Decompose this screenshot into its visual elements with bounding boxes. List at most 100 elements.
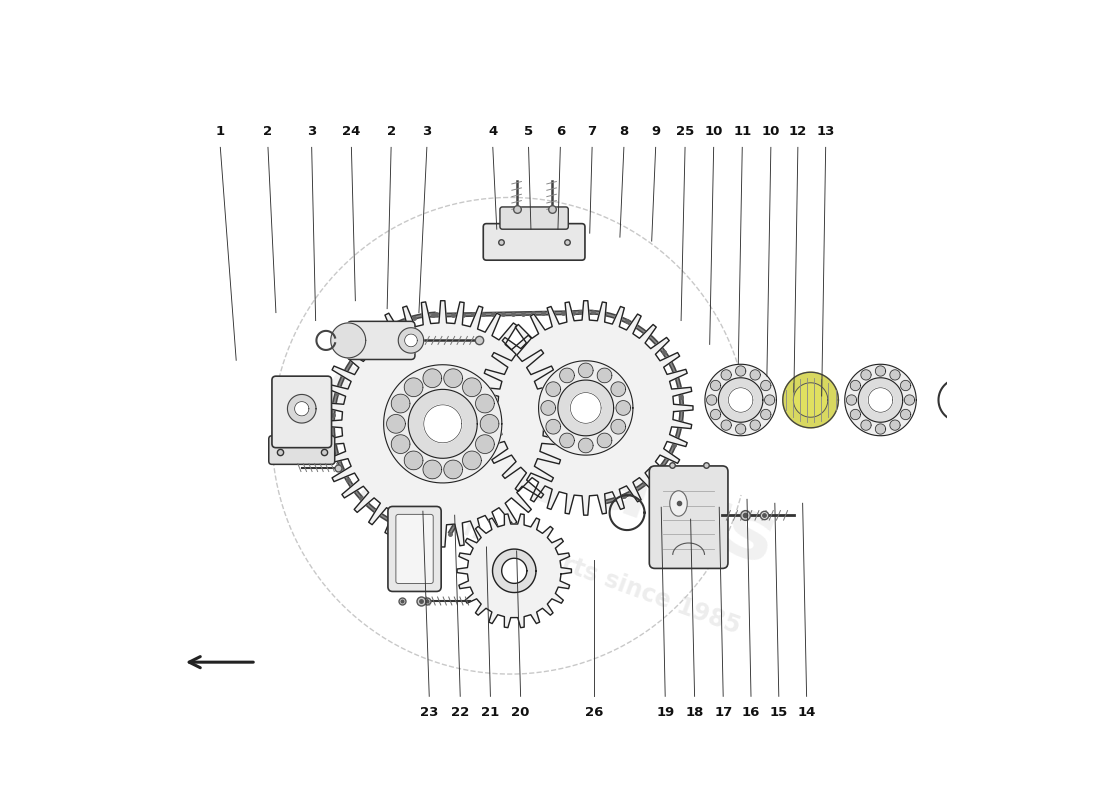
Text: 9: 9 <box>651 125 660 138</box>
Polygon shape <box>424 405 462 442</box>
Text: 23: 23 <box>420 706 439 719</box>
Polygon shape <box>728 388 752 412</box>
Polygon shape <box>850 380 860 390</box>
Polygon shape <box>736 424 746 434</box>
Polygon shape <box>597 368 612 382</box>
Polygon shape <box>616 401 630 415</box>
Polygon shape <box>610 419 626 434</box>
Polygon shape <box>443 369 462 387</box>
Polygon shape <box>539 361 632 455</box>
Polygon shape <box>560 433 574 448</box>
Polygon shape <box>579 363 593 378</box>
Text: 17: 17 <box>714 706 733 719</box>
Text: eurOparts: eurOparts <box>314 344 786 583</box>
FancyBboxPatch shape <box>348 322 415 359</box>
Polygon shape <box>597 433 612 448</box>
Text: 15: 15 <box>770 706 788 719</box>
Text: 3: 3 <box>422 125 431 138</box>
Text: 4: 4 <box>488 125 497 138</box>
Polygon shape <box>558 380 614 436</box>
FancyBboxPatch shape <box>499 207 569 229</box>
Polygon shape <box>287 394 316 423</box>
Polygon shape <box>901 410 911 420</box>
Polygon shape <box>478 301 693 515</box>
Text: 25: 25 <box>675 125 694 138</box>
Polygon shape <box>760 380 771 390</box>
Polygon shape <box>392 434 410 454</box>
Polygon shape <box>876 424 886 434</box>
Text: 8: 8 <box>619 125 628 138</box>
Text: 22: 22 <box>451 706 470 719</box>
Polygon shape <box>331 323 365 358</box>
Text: 12: 12 <box>789 125 807 138</box>
Text: 5: 5 <box>524 125 534 138</box>
Polygon shape <box>610 382 626 397</box>
Polygon shape <box>481 414 499 433</box>
Text: 1: 1 <box>216 125 224 138</box>
Polygon shape <box>711 410 720 420</box>
Polygon shape <box>845 364 916 436</box>
FancyBboxPatch shape <box>649 466 728 569</box>
FancyBboxPatch shape <box>483 224 585 260</box>
Polygon shape <box>904 395 914 405</box>
Polygon shape <box>861 420 871 430</box>
Polygon shape <box>846 395 857 405</box>
Polygon shape <box>541 401 556 415</box>
Polygon shape <box>736 366 746 376</box>
Polygon shape <box>948 388 971 412</box>
Polygon shape <box>475 434 494 454</box>
Polygon shape <box>404 451 422 470</box>
Polygon shape <box>890 420 900 430</box>
Text: 2: 2 <box>386 125 396 138</box>
Polygon shape <box>408 390 477 458</box>
Polygon shape <box>720 370 732 380</box>
Text: 11: 11 <box>733 125 751 138</box>
Polygon shape <box>546 419 561 434</box>
Text: 7: 7 <box>587 125 596 138</box>
Polygon shape <box>720 420 732 430</box>
Text: 21: 21 <box>482 706 499 719</box>
Polygon shape <box>458 514 571 628</box>
FancyBboxPatch shape <box>268 436 334 464</box>
Polygon shape <box>384 365 502 483</box>
Polygon shape <box>868 388 893 412</box>
Polygon shape <box>386 414 405 433</box>
Polygon shape <box>718 378 763 422</box>
Polygon shape <box>783 372 838 428</box>
Text: 10: 10 <box>761 125 780 138</box>
Text: 14: 14 <box>798 706 816 719</box>
FancyBboxPatch shape <box>388 506 441 591</box>
Polygon shape <box>320 301 565 547</box>
Polygon shape <box>793 382 828 418</box>
Text: 2: 2 <box>263 125 273 138</box>
Polygon shape <box>398 328 424 353</box>
Polygon shape <box>711 380 720 390</box>
Polygon shape <box>295 402 309 416</box>
Polygon shape <box>443 460 462 479</box>
Text: 3: 3 <box>307 125 317 138</box>
Text: 20: 20 <box>512 706 530 719</box>
Text: 10: 10 <box>704 125 723 138</box>
FancyBboxPatch shape <box>272 376 331 448</box>
Polygon shape <box>764 395 774 405</box>
Polygon shape <box>502 558 527 583</box>
Polygon shape <box>706 395 717 405</box>
FancyBboxPatch shape <box>396 514 433 583</box>
Text: 13: 13 <box>816 125 835 138</box>
Polygon shape <box>850 410 860 420</box>
Text: a passion for parts since 1985: a passion for parts since 1985 <box>356 478 744 639</box>
Polygon shape <box>876 366 886 376</box>
Polygon shape <box>405 334 417 346</box>
Polygon shape <box>424 460 442 479</box>
Polygon shape <box>890 370 900 380</box>
Text: 24: 24 <box>342 125 361 138</box>
Polygon shape <box>861 370 871 380</box>
Text: 26: 26 <box>584 706 603 719</box>
Ellipse shape <box>670 490 688 516</box>
Polygon shape <box>475 394 494 413</box>
Polygon shape <box>571 393 601 423</box>
Text: 6: 6 <box>556 125 565 138</box>
Polygon shape <box>463 378 482 397</box>
Polygon shape <box>424 369 442 387</box>
Polygon shape <box>493 549 536 593</box>
